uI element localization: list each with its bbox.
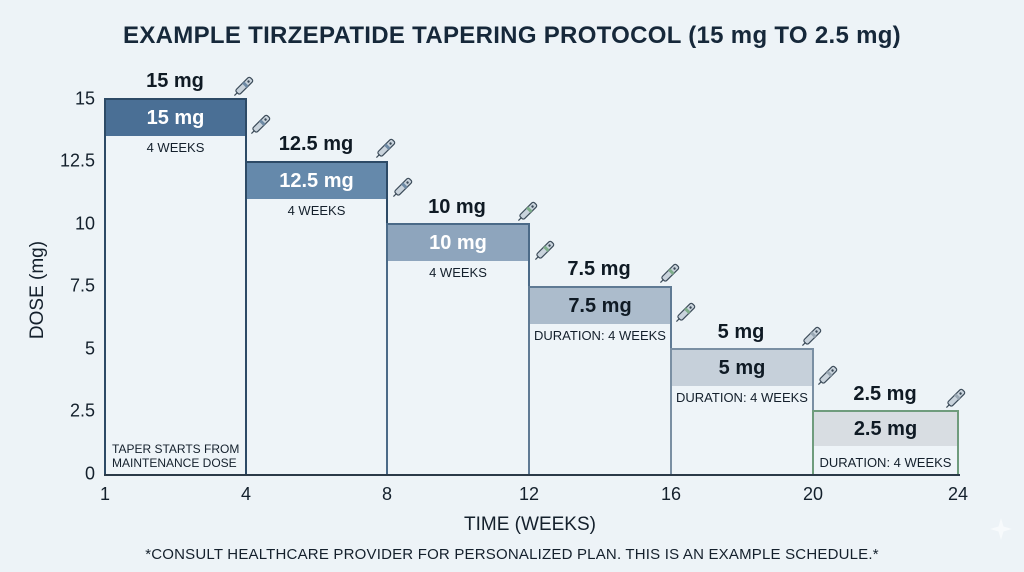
bar-head-label: 12.5 mg bbox=[279, 169, 354, 192]
y-tick: 10 bbox=[74, 213, 95, 234]
y-tick: 0 bbox=[84, 463, 95, 484]
injection-pen-icon bbox=[250, 114, 271, 135]
injection-pen-icon bbox=[233, 76, 254, 97]
y-tick: 15 bbox=[74, 88, 95, 109]
bar-head: 2.5 mg bbox=[814, 412, 957, 446]
x-tick: 24 bbox=[947, 484, 969, 504]
injection-pen-icon bbox=[375, 138, 396, 159]
chart-title: EXAMPLE TIRZEPATIDE TAPERING PROTOCOL (1… bbox=[123, 22, 901, 49]
y-tick: 5 bbox=[84, 338, 95, 359]
injection-pen-icon bbox=[801, 326, 822, 347]
x-tick: 20 bbox=[802, 484, 824, 504]
x-axis-label: TIME (WEEKS) bbox=[464, 514, 596, 535]
injection-pen-icon bbox=[534, 240, 555, 261]
x-tick: 1 bbox=[99, 484, 111, 504]
injection-pen-icon bbox=[817, 365, 838, 386]
y-axis-label: DOSE (mg) bbox=[27, 240, 48, 340]
x-tick: 4 bbox=[240, 484, 252, 504]
injection-pen-icon bbox=[517, 201, 538, 222]
bar-head-label: 7.5 mg bbox=[568, 294, 632, 317]
bar-duration: DURATION: 4 WEEKS bbox=[534, 328, 666, 343]
bar-10mg: 10 mg 4 WEEKS bbox=[386, 223, 530, 476]
bar-duration: 4 WEEKS bbox=[287, 203, 346, 218]
injection-pen-icon bbox=[659, 263, 680, 284]
injection-pen-icon bbox=[675, 302, 696, 323]
bar-duration: 4 WEEKS bbox=[429, 265, 487, 280]
bar-duration: DURATION: 4 WEEKS bbox=[676, 390, 808, 405]
bar-15mg: 15 mg 4 WEEKS TAPER STARTS FROM MAINTENA… bbox=[104, 98, 247, 476]
y-tick: 12.5 bbox=[59, 150, 95, 171]
injection-pen-icon bbox=[392, 177, 413, 198]
bar-duration: DURATION: 4 WEEKS bbox=[819, 455, 952, 470]
bar-12-5mg: 12.5 mg 4 WEEKS bbox=[245, 161, 388, 476]
bar-top-label: 12.5 mg bbox=[278, 133, 354, 155]
bar-note: TAPER STARTS FROM MAINTENANCE DOSE bbox=[112, 442, 240, 470]
bar-head: 15 mg bbox=[106, 100, 245, 136]
bar-7-5mg: 7.5 mg DURATION: 4 WEEKS bbox=[528, 286, 672, 476]
x-axis-line bbox=[104, 474, 960, 476]
bar-head-label: 15 mg bbox=[146, 106, 205, 129]
bar-top-label: 7.5 mg bbox=[567, 258, 631, 280]
injection-pen-icon bbox=[945, 388, 966, 409]
bar-head: 5 mg bbox=[672, 350, 812, 386]
x-tick: 16 bbox=[660, 484, 682, 504]
bar-2-5mg: 2.5 mg DURATION: 4 WEEKS bbox=[812, 410, 959, 476]
bar-5mg: 5 mg DURATION: 4 WEEKS bbox=[670, 348, 814, 476]
bar-head-label: 5 mg bbox=[718, 356, 766, 379]
x-tick: 12 bbox=[518, 484, 540, 504]
y-tick: 7.5 bbox=[69, 275, 95, 296]
bar-head-label: 2.5 mg bbox=[853, 417, 918, 440]
bar-top-label: 2.5 mg bbox=[853, 383, 917, 405]
bar-head: 12.5 mg bbox=[247, 163, 386, 199]
x-tick: 8 bbox=[381, 484, 393, 504]
bar-head: 10 mg bbox=[388, 225, 528, 261]
sparkle-icon bbox=[990, 518, 1012, 540]
y-tick: 2.5 bbox=[69, 400, 95, 421]
bar-head: 7.5 mg bbox=[530, 288, 670, 324]
bar-top-label: 10 mg bbox=[428, 196, 486, 218]
bar-duration: 4 WEEKS bbox=[146, 140, 205, 155]
bar-top-label: 5 mg bbox=[717, 321, 765, 343]
bar-head-label: 10 mg bbox=[429, 231, 487, 254]
bar-top-label: 15 mg bbox=[146, 70, 204, 92]
footnote: *CONSULT HEALTHCARE PROVIDER FOR PERSONA… bbox=[145, 546, 879, 563]
